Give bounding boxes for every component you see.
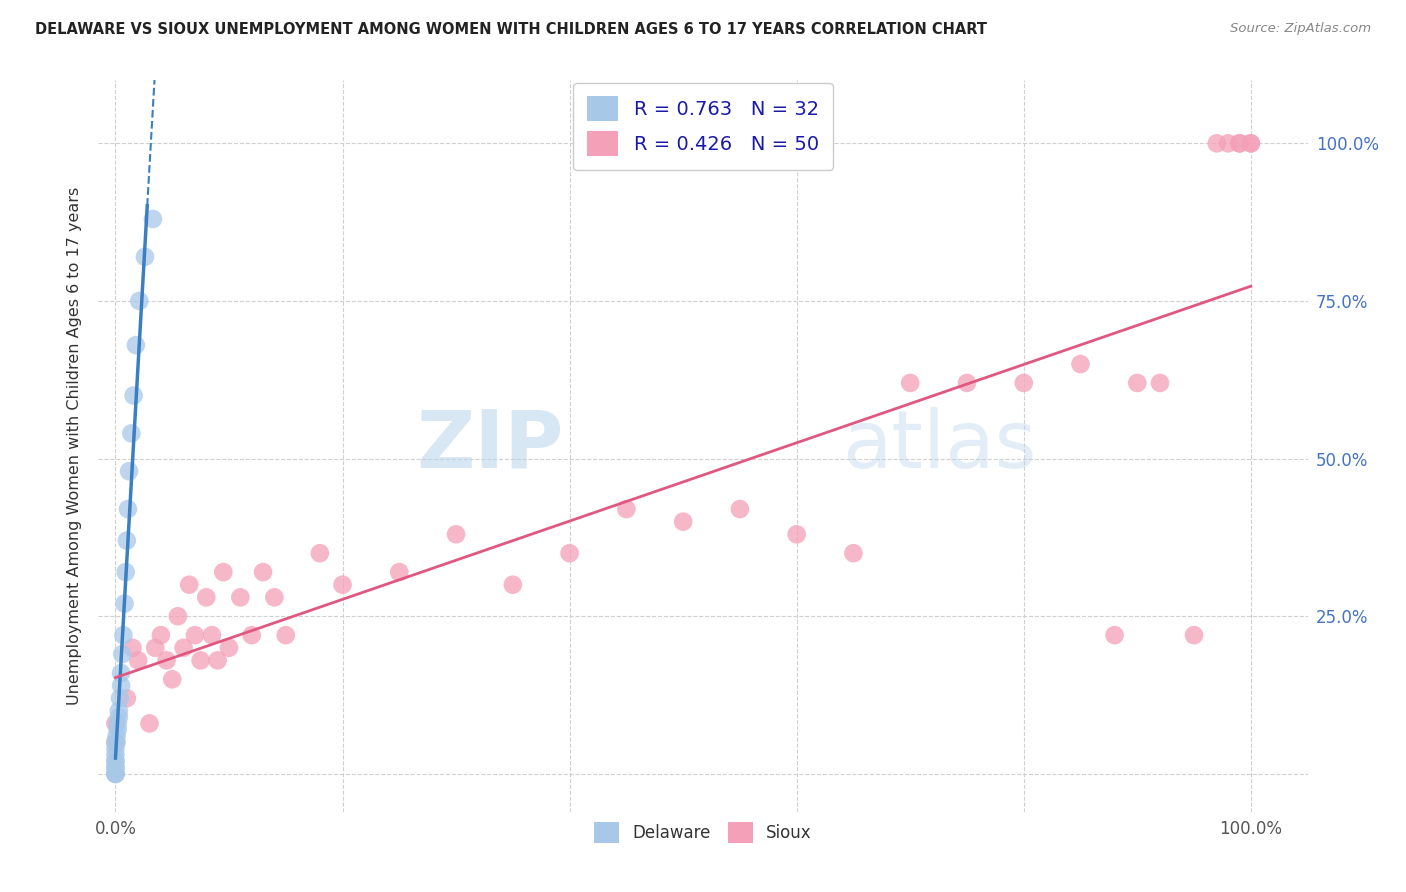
- Point: [207, 653, 229, 667]
- Point: [173, 640, 195, 655]
- Point: [444, 527, 467, 541]
- Point: [898, 376, 921, 390]
- Point: [104, 716, 127, 731]
- Point: [104, 767, 127, 781]
- Point: [105, 729, 128, 743]
- Point: [142, 212, 165, 227]
- Point: [115, 691, 138, 706]
- Text: atlas: atlas: [842, 407, 1036, 485]
- Point: [104, 754, 127, 768]
- Point: [1216, 136, 1239, 151]
- Point: [134, 250, 156, 264]
- Point: [672, 515, 695, 529]
- Point: [104, 747, 127, 762]
- Point: [308, 546, 330, 560]
- Point: [149, 628, 172, 642]
- Text: Source: ZipAtlas.com: Source: ZipAtlas.com: [1230, 22, 1371, 36]
- Point: [1205, 136, 1227, 151]
- Point: [112, 628, 135, 642]
- Point: [104, 754, 127, 768]
- Text: ZIP: ZIP: [416, 407, 564, 485]
- Point: [190, 653, 212, 667]
- Point: [1240, 136, 1263, 151]
- Point: [240, 628, 263, 642]
- Point: [107, 716, 129, 731]
- Point: [786, 527, 808, 541]
- Point: [179, 578, 201, 592]
- Point: [118, 464, 141, 478]
- Point: [111, 647, 134, 661]
- Point: [728, 502, 751, 516]
- Point: [184, 628, 207, 642]
- Point: [502, 578, 524, 592]
- Point: [108, 710, 131, 724]
- Point: [229, 591, 252, 605]
- Point: [108, 704, 131, 718]
- Point: [1012, 376, 1035, 390]
- Point: [107, 723, 129, 737]
- Point: [195, 591, 218, 605]
- Point: [842, 546, 865, 560]
- Point: [117, 502, 139, 516]
- Point: [1069, 357, 1091, 371]
- Point: [115, 533, 138, 548]
- Point: [274, 628, 297, 642]
- Y-axis label: Unemployment Among Women with Children Ages 6 to 17 years: Unemployment Among Women with Children A…: [66, 187, 82, 705]
- Point: [104, 767, 127, 781]
- Point: [104, 741, 127, 756]
- Point: [1149, 376, 1171, 390]
- Point: [104, 767, 127, 781]
- Point: [252, 565, 274, 579]
- Point: [125, 338, 148, 352]
- Point: [160, 673, 183, 687]
- Point: [1182, 628, 1205, 642]
- Point: [114, 565, 136, 579]
- Point: [1240, 136, 1263, 151]
- Point: [155, 653, 177, 667]
- Point: [1126, 376, 1149, 390]
- Point: [138, 716, 160, 731]
- Point: [120, 426, 142, 441]
- Point: [201, 628, 224, 642]
- Point: [956, 376, 979, 390]
- Point: [388, 565, 411, 579]
- Point: [110, 665, 132, 680]
- Point: [128, 293, 150, 308]
- Point: [1104, 628, 1126, 642]
- Point: [114, 597, 136, 611]
- Point: [104, 761, 127, 775]
- Point: [167, 609, 190, 624]
- Point: [263, 591, 285, 605]
- Text: DELAWARE VS SIOUX UNEMPLOYMENT AMONG WOMEN WITH CHILDREN AGES 6 TO 17 YEARS CORR: DELAWARE VS SIOUX UNEMPLOYMENT AMONG WOM…: [35, 22, 987, 37]
- Point: [218, 640, 240, 655]
- Point: [1229, 136, 1251, 151]
- Point: [104, 735, 127, 749]
- Point: [104, 761, 127, 775]
- Point: [122, 388, 145, 402]
- Legend: Delaware, Sioux: Delaware, Sioux: [586, 814, 820, 851]
- Point: [127, 653, 149, 667]
- Point: [212, 565, 235, 579]
- Point: [104, 735, 127, 749]
- Point: [614, 502, 637, 516]
- Point: [110, 679, 132, 693]
- Point: [558, 546, 581, 560]
- Point: [121, 640, 143, 655]
- Point: [332, 578, 354, 592]
- Point: [108, 691, 131, 706]
- Point: [105, 735, 128, 749]
- Point: [143, 640, 166, 655]
- Point: [1229, 136, 1251, 151]
